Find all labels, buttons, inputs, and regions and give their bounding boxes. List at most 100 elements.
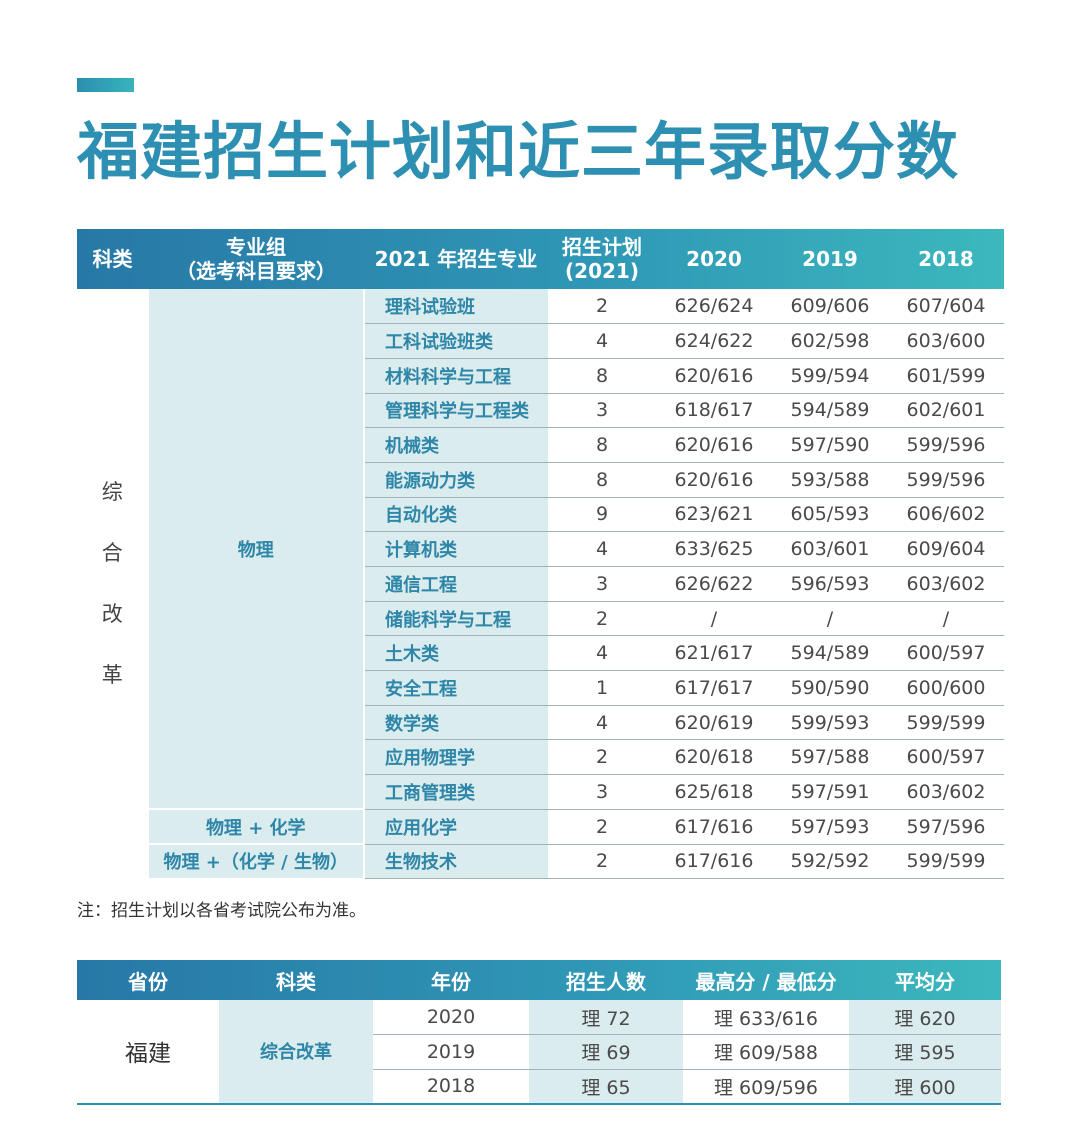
score-2020-cell: 626/624 bbox=[656, 289, 772, 325]
score-2019-cell: 599/594 bbox=[772, 358, 888, 394]
admission-plan-table: 科类 专业组 （选考科目要求） 2021 年招生专业 招生计划 (2021) 202… bbox=[77, 229, 1004, 880]
max-min-cell: 理 609/588 bbox=[683, 1034, 849, 1070]
score-2020-cell: 620/619 bbox=[656, 705, 772, 741]
table-row: 数学类 4 620/619 599/593 599/599 bbox=[77, 705, 1004, 741]
average-cell: 理 620 bbox=[849, 1000, 1001, 1035]
score-2020-cell: 626/622 bbox=[656, 566, 772, 602]
major-cell: 储能科学与工程 bbox=[363, 601, 548, 637]
score-2019-cell: 594/589 bbox=[772, 393, 888, 429]
footnote: 注：招生计划以各省考试院公布为准。 bbox=[77, 901, 366, 921]
subject-group-cell: 物理 bbox=[147, 289, 364, 811]
header-category: 科类 bbox=[276, 969, 316, 994]
table-row: 综合改革物理 理科试验班 2 626/624 609/606 607/604 bbox=[77, 289, 1004, 811]
score-2020-cell: 620/616 bbox=[656, 358, 772, 394]
header-group: 专业组 （选考科目要求） bbox=[176, 235, 336, 283]
header-year: 年份 bbox=[431, 969, 471, 994]
subject-group-cell: 物理 + 化学 bbox=[147, 809, 364, 845]
table-row: 管理科学与工程类 3 618/617 594/589 602/601 bbox=[77, 393, 1004, 429]
plan-cell: 2 bbox=[548, 289, 656, 325]
header-plan: 招生计划 (2021) bbox=[562, 235, 642, 283]
major-cell: 工科试验班类 bbox=[363, 323, 548, 359]
major-cell: 应用物理学 bbox=[363, 739, 548, 776]
score-2019-cell: 594/589 bbox=[772, 635, 888, 672]
plan-cell: 3 bbox=[548, 393, 656, 429]
max-min-cell: 理 609/596 bbox=[683, 1069, 849, 1104]
score-2018-cell: 599/599 bbox=[888, 705, 1004, 741]
header-2019: 2019 bbox=[802, 247, 858, 271]
plan-cell: 8 bbox=[548, 427, 656, 463]
score-2020-cell: 618/617 bbox=[656, 393, 772, 429]
table-row: 物理 + 化学 应用化学 2 617/616 597/593 597/596 bbox=[77, 809, 1004, 845]
major-cell: 工商管理类 bbox=[363, 774, 548, 810]
score-2019-cell: 597/593 bbox=[772, 809, 888, 845]
score-2018-cell: 600/597 bbox=[888, 739, 1004, 776]
table-row: 自动化类 9 623/621 605/593 606/602 bbox=[77, 497, 1004, 533]
score-2018-cell: 599/596 bbox=[888, 427, 1004, 463]
page-title: 福建招生计划和近三年录取分数 bbox=[77, 115, 960, 188]
table-row: 工科试验班类 4 624/622 602/598 603/600 bbox=[77, 323, 1004, 359]
header-2020: 2020 bbox=[686, 247, 742, 271]
category-cell: 综合改革 bbox=[219, 1000, 373, 1104]
score-2018-cell: 600/597 bbox=[888, 635, 1004, 672]
table-row: 计算机类 4 633/625 603/601 609/604 bbox=[77, 531, 1004, 567]
plan-cell: 8 bbox=[548, 462, 656, 498]
average-cell: 理 600 bbox=[849, 1069, 1001, 1104]
score-2018-cell: 602/601 bbox=[888, 393, 1004, 429]
admission-summary-table: 省份 科类 年份 招生人数 最高分 / 最低分 平均分 福建 综合改革 2020 理 … bbox=[77, 960, 1001, 1105]
score-2019-cell: 603/601 bbox=[772, 531, 888, 567]
table-row: 安全工程 1 617/617 590/590 600/600 bbox=[77, 670, 1004, 706]
subject-group-cell: 物理 +（化学 / 生物） bbox=[147, 844, 364, 880]
score-2018-cell: 601/599 bbox=[888, 358, 1004, 394]
table-header-row: 科类 专业组 （选考科目要求） 2021 年招生专业 招生计划 (2021) 202… bbox=[77, 229, 1004, 289]
header-major: 2021 年招生专业 bbox=[374, 247, 538, 271]
table-row: 土木类 4 621/617 594/589 600/597 bbox=[77, 635, 1004, 672]
score-2019-cell: 605/593 bbox=[772, 497, 888, 533]
score-2020-cell: 617/616 bbox=[656, 809, 772, 845]
score-2019-cell: 596/593 bbox=[772, 566, 888, 602]
score-2019-cell: 599/593 bbox=[772, 705, 888, 741]
score-2020-cell: 620/616 bbox=[656, 462, 772, 498]
category-cell: 综合改革 bbox=[101, 479, 123, 687]
major-cell: 应用化学 bbox=[363, 809, 548, 845]
score-2018-cell: 609/604 bbox=[888, 531, 1004, 567]
major-cell: 生物技术 bbox=[363, 844, 548, 880]
title-accent-bar bbox=[77, 78, 134, 92]
score-2019-cell: / bbox=[772, 601, 888, 637]
header-average: 平均分 bbox=[895, 969, 955, 994]
score-2020-cell: 617/617 bbox=[656, 670, 772, 706]
year-cell: 2020 bbox=[373, 1000, 529, 1035]
table-row: 物理 +（化学 / 生物） 生物技术 2 617/616 592/592 599/599 bbox=[77, 844, 1004, 880]
enrolled-cell: 理 69 bbox=[529, 1034, 683, 1070]
major-cell: 机械类 bbox=[363, 427, 548, 463]
score-2019-cell: 597/591 bbox=[772, 774, 888, 810]
score-2018-cell: 606/602 bbox=[888, 497, 1004, 533]
score-2018-cell: / bbox=[888, 601, 1004, 637]
table-row: 机械类 8 620/616 597/590 599/596 bbox=[77, 427, 1004, 463]
plan-cell: 2 bbox=[548, 739, 656, 776]
average-cell: 理 595 bbox=[849, 1034, 1001, 1070]
score-2019-cell: 609/606 bbox=[772, 289, 888, 325]
major-cell: 安全工程 bbox=[363, 670, 548, 706]
plan-cell: 4 bbox=[548, 705, 656, 741]
header-max-min: 最高分 / 最低分 bbox=[695, 969, 837, 994]
major-cell: 材料科学与工程 bbox=[363, 358, 548, 394]
score-2019-cell: 602/598 bbox=[772, 323, 888, 359]
plan-cell: 9 bbox=[548, 497, 656, 533]
score-2020-cell: 623/621 bbox=[656, 497, 772, 533]
score-2020-cell: / bbox=[656, 601, 772, 637]
score-2018-cell: 607/604 bbox=[888, 289, 1004, 325]
year-cell: 2019 bbox=[373, 1034, 529, 1070]
province-cell: 福建 bbox=[125, 1041, 171, 1068]
major-cell: 土木类 bbox=[363, 635, 548, 672]
score-2018-cell: 599/596 bbox=[888, 462, 1004, 498]
table-row: 应用物理学 2 620/618 597/588 600/597 bbox=[77, 739, 1004, 776]
plan-cell: 2 bbox=[548, 601, 656, 637]
score-2019-cell: 590/590 bbox=[772, 670, 888, 706]
score-2018-cell: 600/600 bbox=[888, 670, 1004, 706]
plan-cell: 4 bbox=[548, 635, 656, 672]
score-2020-cell: 625/618 bbox=[656, 774, 772, 810]
table-row: 工商管理类 3 625/618 597/591 603/602 bbox=[77, 774, 1004, 810]
score-2020-cell: 620/616 bbox=[656, 427, 772, 463]
table-row: 福建 综合改革 2020 理 72 理 633/616 理 620 bbox=[77, 1000, 1001, 1104]
score-2020-cell: 624/622 bbox=[656, 323, 772, 359]
